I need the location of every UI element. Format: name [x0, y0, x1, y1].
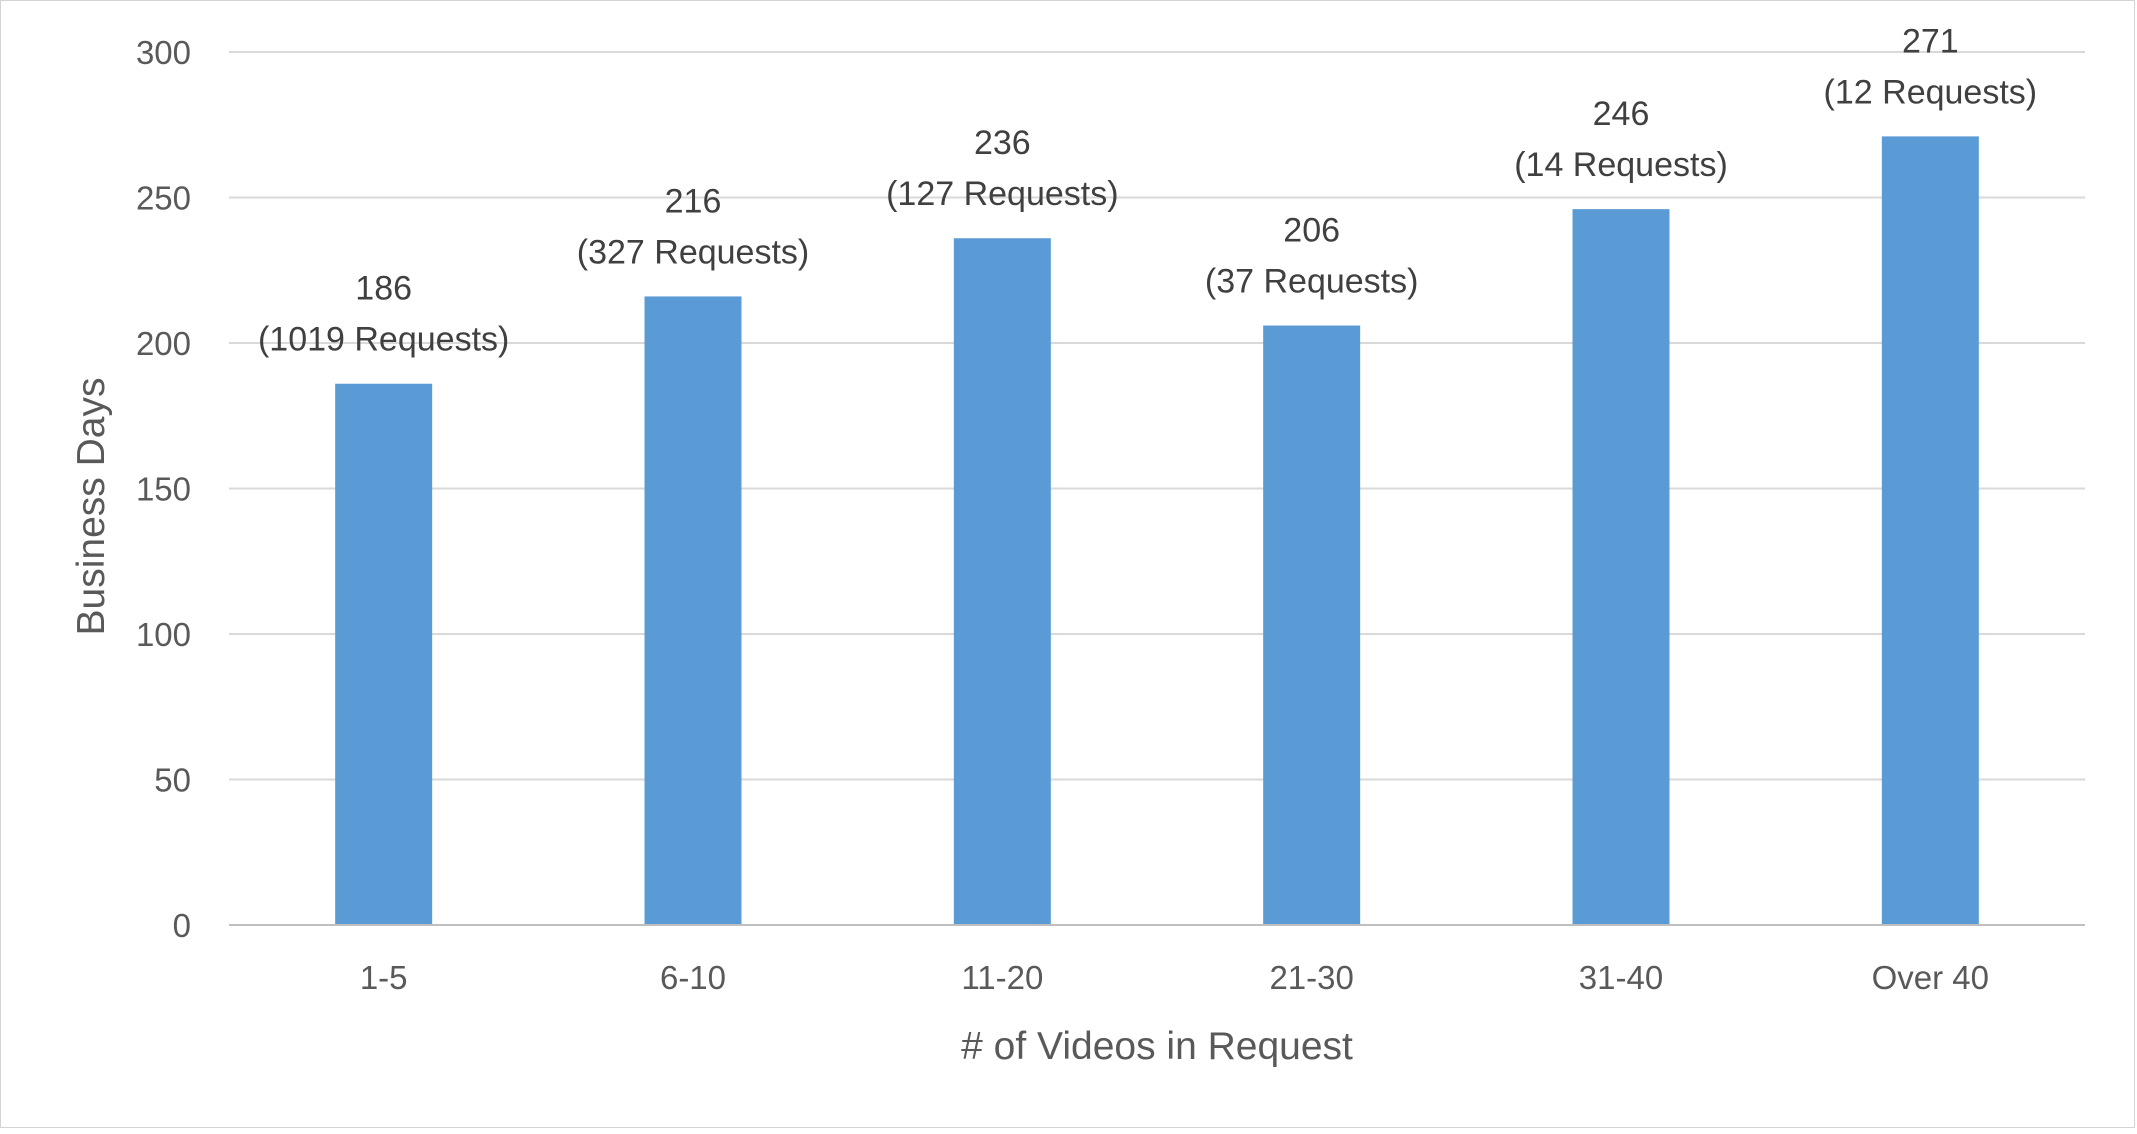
bar: [953, 238, 1051, 926]
data-label-requests: (1019 Requests): [258, 321, 509, 359]
data-label-requests: (127 Requests): [886, 175, 1118, 213]
data-label-requests: (327 Requests): [577, 233, 809, 271]
x-tick-label: 11-20: [961, 959, 1043, 996]
y-tick-label: 100: [136, 616, 191, 653]
x-tick-label: 21-30: [1269, 959, 1353, 996]
gridlines: [229, 51, 2085, 781]
data-label-value: 206: [1283, 212, 1340, 250]
data-label-value: 236: [974, 124, 1031, 162]
y-tick-label: 300: [136, 34, 191, 71]
bar: [335, 383, 433, 925]
data-label-value: 216: [665, 182, 722, 220]
x-tick-label: 6-10: [660, 959, 726, 996]
data-label-value: 271: [1902, 22, 1959, 60]
y-tick-label: 0: [173, 907, 191, 944]
y-tick-label: 50: [154, 762, 191, 799]
x-axis-ticks: 1-5 6-10 11-20 21-30 31-40 Over 40: [360, 959, 1989, 996]
bars: [335, 136, 1979, 926]
data-labels: 186 (1019 Requests) 216 (327 Requests) 236 (1…: [258, 22, 2037, 358]
bar: [1881, 136, 1979, 925]
data-label-value: 246: [1593, 95, 1650, 133]
data-label-value: 186: [355, 270, 412, 308]
x-tick-label: Over 40: [1872, 959, 1989, 996]
x-tick-label: 1-5: [360, 959, 408, 996]
y-tick-label: 200: [136, 325, 191, 362]
y-axis-ticks: 0 50 100 150 200 250 300: [136, 34, 191, 944]
data-label-requests: (12 Requests): [1824, 73, 2038, 111]
bar: [1263, 325, 1361, 925]
data-label-requests: (14 Requests): [1514, 146, 1728, 184]
data-label-requests: (37 Requests): [1205, 263, 1419, 301]
x-tick-label: 31-40: [1579, 959, 1663, 996]
x-axis-title: # of Videos in Request: [961, 1025, 1353, 1068]
y-tick-label: 250: [136, 180, 191, 217]
y-axis-title: Business Days: [70, 378, 113, 636]
bar: [644, 296, 742, 925]
bar: [1572, 209, 1670, 925]
y-tick-label: 150: [136, 471, 191, 508]
